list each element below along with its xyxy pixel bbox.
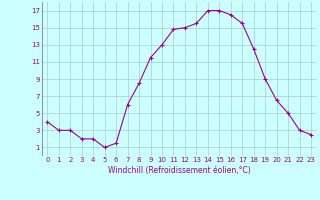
X-axis label: Windchill (Refroidissement éolien,°C): Windchill (Refroidissement éolien,°C) <box>108 166 251 175</box>
